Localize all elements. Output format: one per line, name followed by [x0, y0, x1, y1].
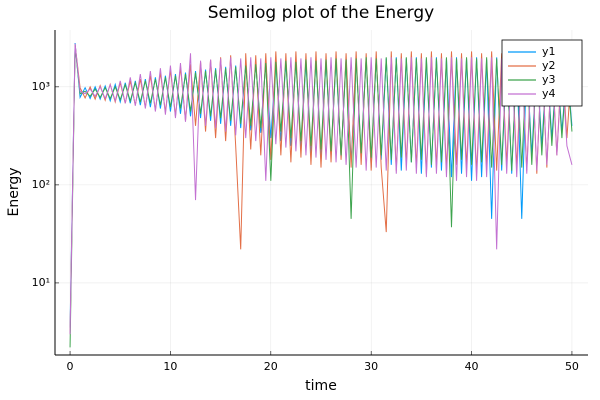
y-tick-label: 10¹ [32, 276, 50, 289]
legend-box [501, 39, 583, 107]
legend-label: y1 [542, 45, 556, 58]
x-tick-label: 50 [565, 360, 579, 373]
line-series [69, 42, 573, 328]
line-series [69, 44, 573, 335]
y-axis-label: Energy [6, 167, 22, 216]
x-tick-label: 0 [67, 360, 74, 373]
y-tick-label: 10³ [32, 80, 50, 93]
legend-label: y2 [542, 59, 556, 72]
x-axis-label: time [305, 378, 337, 394]
legend-label: y4 [542, 87, 556, 100]
x-tick-label: 30 [364, 360, 378, 373]
x-tick-label: 40 [465, 360, 479, 373]
x-tick-label: 20 [264, 360, 278, 373]
legend-label: y3 [542, 73, 556, 86]
x-tick-label: 10 [163, 360, 177, 373]
y-tick-label: 10² [32, 178, 50, 191]
line-series [69, 46, 573, 348]
chart-title: Semilog plot of the Energy [208, 3, 434, 23]
line-series [69, 43, 573, 335]
